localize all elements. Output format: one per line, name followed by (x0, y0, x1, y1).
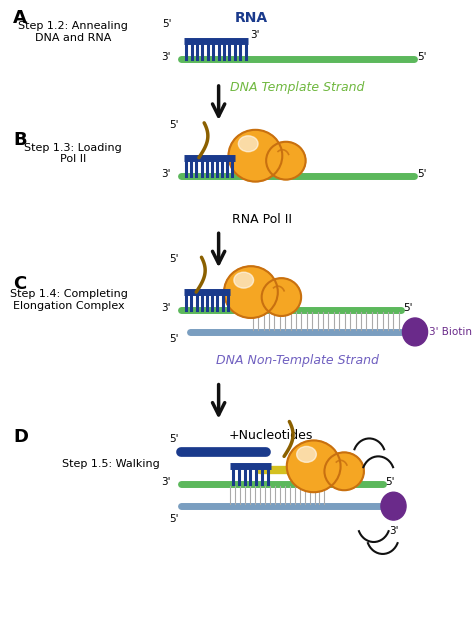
Text: 3': 3' (161, 169, 170, 179)
Circle shape (381, 492, 406, 520)
Ellipse shape (234, 272, 254, 288)
Ellipse shape (238, 136, 258, 152)
Text: 5': 5' (417, 52, 426, 62)
Text: 5': 5' (169, 514, 178, 524)
Text: RNA: RNA (235, 11, 268, 25)
Text: DNA Template Strand: DNA Template Strand (230, 81, 365, 94)
Text: +Nucleotides: +Nucleotides (228, 430, 313, 442)
Text: 5': 5' (169, 120, 178, 130)
Ellipse shape (224, 266, 278, 318)
Text: 3' Biotin: 3' Biotin (429, 327, 473, 337)
Ellipse shape (262, 278, 301, 316)
Text: RNA Pol II: RNA Pol II (232, 214, 292, 226)
Ellipse shape (297, 447, 316, 462)
Text: A: A (13, 9, 27, 27)
Circle shape (402, 318, 428, 346)
Ellipse shape (287, 440, 341, 492)
Text: 5': 5' (169, 334, 178, 344)
Text: 5': 5' (169, 255, 178, 264)
Ellipse shape (324, 452, 364, 490)
Text: Step 1.3: Loading
Pol II: Step 1.3: Loading Pol II (25, 143, 122, 164)
Text: B: B (13, 131, 27, 149)
Text: 5': 5' (163, 20, 172, 29)
Text: 5': 5' (403, 303, 413, 313)
Text: Step 1.2: Annealing
DNA and RNA: Step 1.2: Annealing DNA and RNA (18, 21, 128, 43)
Text: 5': 5' (385, 478, 395, 487)
Text: Step 1.4: Completing
Elongation Complex: Step 1.4: Completing Elongation Complex (10, 289, 128, 311)
Text: DNA Non-Template Strand: DNA Non-Template Strand (216, 354, 379, 367)
Text: 3': 3' (161, 52, 170, 62)
Text: D: D (13, 428, 28, 445)
Text: 3': 3' (161, 478, 170, 487)
Text: 5': 5' (169, 435, 178, 444)
Text: 3': 3' (250, 30, 259, 40)
Text: 3': 3' (389, 526, 398, 536)
Text: 5': 5' (417, 169, 426, 179)
Text: Step 1.5: Walking: Step 1.5: Walking (62, 459, 159, 469)
Text: C: C (13, 275, 27, 293)
Text: 3': 3' (161, 303, 170, 313)
Ellipse shape (266, 142, 306, 180)
Ellipse shape (228, 130, 283, 181)
